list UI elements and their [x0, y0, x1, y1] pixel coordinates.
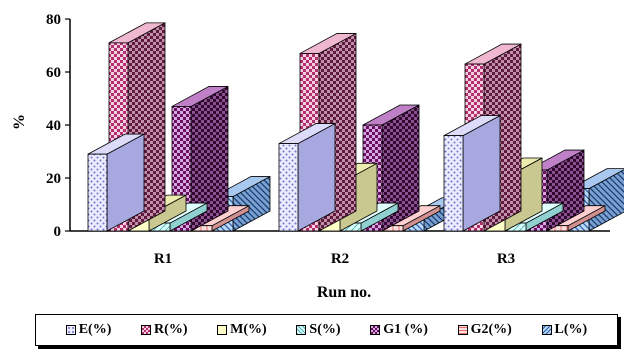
legend-item: S(%): [296, 322, 341, 338]
bar-front: [87, 153, 108, 232]
legend-item: G1 (%): [370, 322, 428, 338]
legend-label: G2(%): [470, 322, 512, 337]
x-axis-label: Run no.: [317, 284, 371, 301]
legend-label: E(%): [78, 322, 112, 337]
legend-label: S(%): [309, 322, 341, 337]
bar-front: [278, 143, 299, 232]
legend: E(%) R(%) M(%) S(%) G1 (%) G2(%) L(%): [35, 314, 618, 346]
bar: [87, 133, 145, 232]
legend-swatch: [296, 325, 307, 335]
legend-swatch: [141, 325, 152, 335]
bar-chart: 0 20 40 60 80 R1 R2 R3 Run no. %: [11, 12, 624, 301]
legend-label: G1 (%): [383, 322, 428, 337]
y-tick-label: 20: [46, 171, 61, 187]
legend-swatch: [541, 325, 552, 335]
y-tick-label: 0: [54, 224, 62, 240]
x-tick-label: R1: [154, 251, 172, 267]
y-tick-label: 80: [46, 12, 61, 28]
bar: [278, 122, 336, 232]
legend-item: M(%): [217, 322, 267, 338]
y-tick-label: 40: [46, 118, 61, 134]
legend-label: M(%): [230, 322, 267, 337]
legend-item: G2(%): [457, 322, 512, 338]
x-tick-label: R2: [331, 251, 349, 267]
y-tick-label: 60: [46, 65, 61, 81]
legend-swatch: [65, 325, 76, 335]
legend-label: R(%): [154, 322, 188, 337]
x-tick-label: R3: [497, 251, 515, 267]
bar: [443, 114, 501, 232]
bar-front: [443, 135, 464, 232]
legend-item: E(%): [65, 322, 112, 338]
bar: [171, 85, 229, 232]
y-axis-label: %: [11, 114, 28, 130]
legend-item: L(%): [541, 322, 588, 338]
legend-swatch: [370, 325, 381, 335]
legend-label: L(%): [554, 322, 588, 337]
legend-swatch: [457, 325, 468, 335]
legend-swatch: [217, 325, 228, 335]
legend-item: R(%): [141, 322, 187, 338]
